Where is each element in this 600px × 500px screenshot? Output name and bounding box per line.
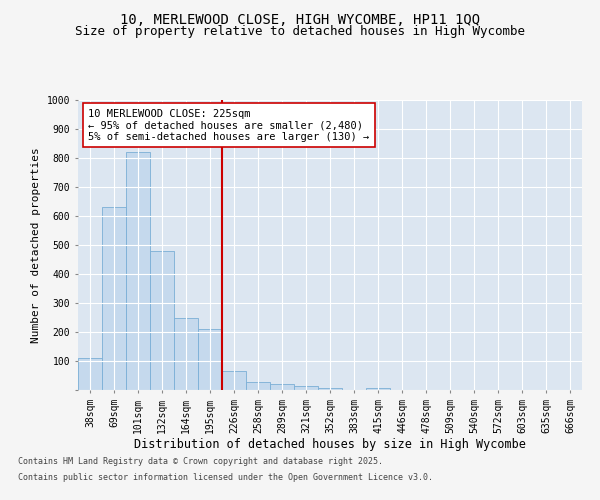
- Bar: [222, 371, 246, 390]
- Bar: [150, 251, 174, 390]
- Bar: [270, 384, 294, 390]
- Text: Contains HM Land Registry data © Crown copyright and database right 2025.: Contains HM Land Registry data © Crown c…: [18, 458, 383, 466]
- X-axis label: Distribution of detached houses by size in High Wycombe: Distribution of detached houses by size …: [134, 438, 526, 452]
- Text: 10, MERLEWOOD CLOSE, HIGH WYCOMBE, HP11 1QQ: 10, MERLEWOOD CLOSE, HIGH WYCOMBE, HP11 …: [120, 12, 480, 26]
- Bar: [246, 382, 270, 390]
- Text: Contains public sector information licensed under the Open Government Licence v3: Contains public sector information licen…: [18, 472, 433, 482]
- Bar: [294, 386, 318, 390]
- Bar: [102, 208, 126, 390]
- Text: 10 MERLEWOOD CLOSE: 225sqm
← 95% of detached houses are smaller (2,480)
5% of se: 10 MERLEWOOD CLOSE: 225sqm ← 95% of deta…: [88, 108, 370, 142]
- Bar: [198, 329, 222, 390]
- Text: Size of property relative to detached houses in High Wycombe: Size of property relative to detached ho…: [75, 25, 525, 38]
- Bar: [318, 388, 342, 390]
- Bar: [78, 358, 102, 390]
- Bar: [366, 388, 390, 390]
- Bar: [174, 318, 198, 390]
- Y-axis label: Number of detached properties: Number of detached properties: [31, 147, 41, 343]
- Bar: [126, 152, 150, 390]
